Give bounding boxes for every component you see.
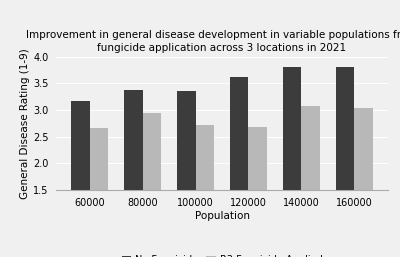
Bar: [230, 77, 248, 257]
X-axis label: Population: Population: [194, 210, 250, 221]
Bar: [302, 106, 320, 257]
Bar: [142, 113, 161, 257]
Bar: [336, 67, 354, 257]
Legend: No Fungicide, R3 Fungicide Applied: No Fungicide, R3 Fungicide Applied: [118, 251, 326, 257]
Bar: [196, 125, 214, 257]
Bar: [71, 101, 90, 257]
Title: Improvement in general disease development in variable populations from
fungicid: Improvement in general disease developme…: [26, 30, 400, 53]
Bar: [177, 91, 196, 257]
Bar: [354, 108, 373, 257]
Bar: [283, 67, 302, 257]
Bar: [90, 128, 108, 257]
Y-axis label: General Disease Rating (1-9): General Disease Rating (1-9): [20, 48, 30, 199]
Bar: [124, 90, 142, 257]
Bar: [248, 127, 267, 257]
